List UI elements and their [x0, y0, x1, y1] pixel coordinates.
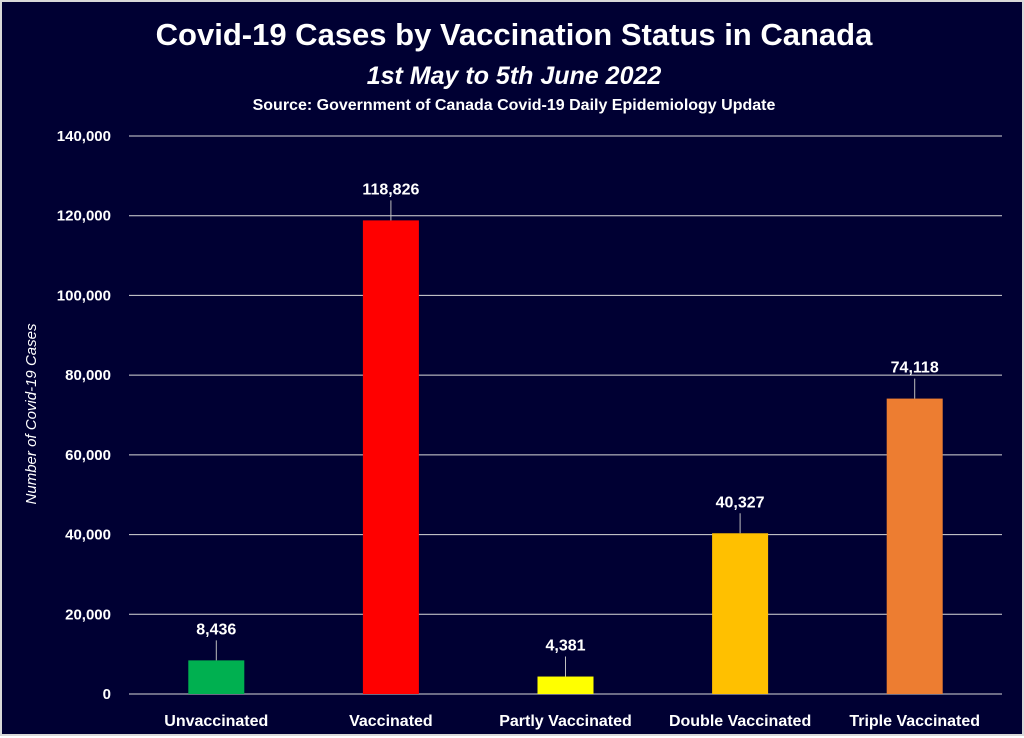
- chart-subtitle: 1st May to 5th June 2022: [367, 62, 662, 90]
- y-tick-label: 60,000: [65, 447, 111, 464]
- gridlines: [129, 135, 1002, 695]
- chart-source: Source: Government of Canada Covid-19 Da…: [253, 97, 776, 114]
- bar-partly-vaccinated: [537, 676, 594, 694]
- data-label: 74,118: [891, 360, 939, 377]
- y-tick-label: 0: [103, 686, 111, 703]
- y-tick-label: 100,000: [57, 287, 111, 304]
- data-label: 8,436: [196, 621, 236, 638]
- y-tick-label: 20,000: [65, 606, 111, 623]
- y-axis-label: Number of Covid-19 Cases: [23, 323, 40, 504]
- bar-unvaccinated: [188, 660, 245, 694]
- y-tick-label: 120,000: [57, 208, 111, 225]
- y-tick-label: 80,000: [65, 367, 111, 384]
- data-label: 40,327: [716, 494, 765, 511]
- x-tick-label: Vaccinated: [349, 713, 433, 730]
- bar-double-vaccinated: [712, 533, 769, 694]
- chart-title: Covid-19 Cases by Vaccination Status in …: [156, 17, 873, 52]
- data-labels: 8,436 118,826 4,381 40,327 74,118: [196, 181, 939, 677]
- x-axis-categories: Unvaccinated Vaccinated Partly Vaccinated D…: [164, 713, 980, 730]
- y-tick-label: 140,000: [57, 128, 111, 145]
- bar-triple-vaccinated: [886, 398, 943, 694]
- y-axis-ticks: 0 20,000 40,000 60,000 80,000 100,000 120,000 1…: [57, 128, 111, 703]
- bar-vaccinated: [362, 220, 419, 695]
- data-label: 4,381: [545, 638, 585, 655]
- x-tick-label: Unvaccinated: [164, 713, 268, 730]
- x-tick-label: Double Vaccinated: [669, 713, 811, 730]
- x-tick-label: Partly Vaccinated: [499, 713, 632, 730]
- y-tick-label: 40,000: [65, 527, 111, 544]
- data-label: 118,826: [362, 181, 419, 198]
- x-tick-label: Triple Vaccinated: [849, 713, 980, 730]
- bars: [188, 220, 943, 695]
